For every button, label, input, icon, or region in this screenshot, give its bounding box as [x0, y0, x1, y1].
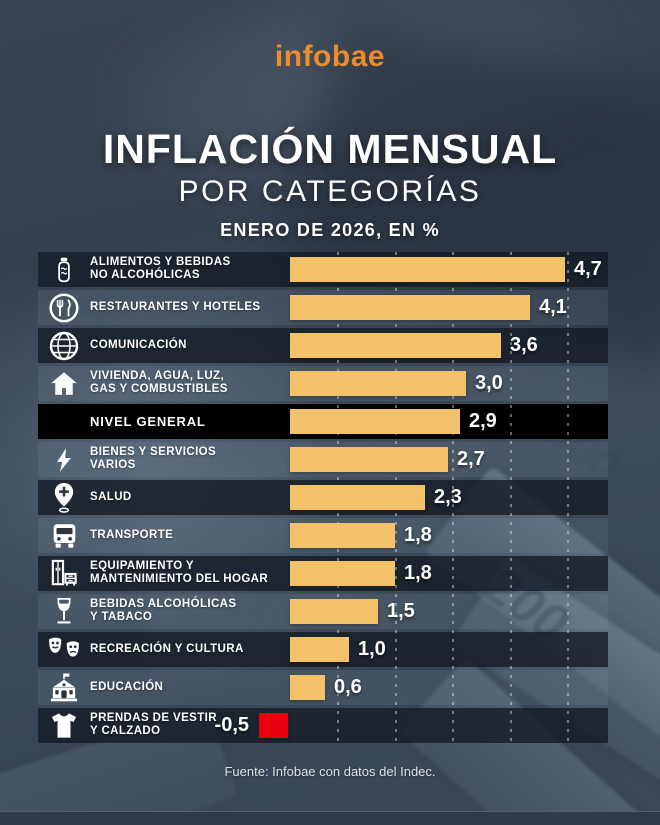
- category-label: EDUCACIÓN: [90, 681, 288, 695]
- category-label-line: COMUNICACIÓN: [90, 338, 187, 351]
- bottle-icon: [38, 252, 90, 287]
- category-label-line: VARIOS: [90, 459, 136, 472]
- category-row: NIVEL GENERAL 2,9: [38, 404, 608, 439]
- category-label-line: BEBIDAS ALCOHÓLICAS: [90, 597, 237, 610]
- category-row: EQUIPAMIENTO Y MANTENIMIENTO DEL HOGAR 1,…: [38, 556, 608, 591]
- category-label: COMUNICACIÓN: [90, 339, 288, 353]
- category-label-line: TRANSPORTE: [90, 528, 174, 541]
- category-row: SALUD 2,3: [38, 480, 608, 515]
- category-label-line: PRENDAS DE VESTIR: [90, 711, 217, 724]
- category-label: RESTAURANTES Y HOTELES: [90, 301, 288, 315]
- value-label: -0,5: [214, 714, 249, 736]
- value-bar: [290, 675, 325, 700]
- value-label: 3,6: [510, 334, 538, 356]
- value-label: 0,6: [334, 676, 362, 698]
- furniture-icon: [38, 556, 90, 591]
- value-bar: [290, 409, 460, 434]
- value-label: 1,0: [358, 638, 386, 660]
- value-bar: [290, 447, 448, 472]
- category-label: PRENDAS DE VESTIR Y CALZADO: [90, 712, 288, 740]
- category-row: PRENDAS DE VESTIR Y CALZADO -0,5: [38, 708, 608, 743]
- source-caption: Fuente: Infobae con datos del Indec.: [224, 764, 436, 779]
- school-icon: [38, 670, 90, 705]
- value-bar: [290, 371, 466, 396]
- photo-table-edge: [0, 811, 660, 825]
- category-label-line: EQUIPAMIENTO Y: [90, 559, 195, 572]
- category-label-line: EDUCACIÓN: [90, 680, 164, 693]
- category-row: RECREACIÓN Y CULTURA 1,0: [38, 632, 608, 667]
- row-band: [38, 708, 608, 743]
- category-label: SALUD: [90, 491, 288, 505]
- theater-masks-icon: [38, 632, 90, 667]
- category-label-line: GAS Y COMBUSTIBLES: [90, 383, 228, 396]
- value-bar: [290, 561, 395, 586]
- page-subtitle: POR CATEGORÍAS: [178, 175, 482, 208]
- wine-glass-icon: [38, 594, 90, 629]
- value-bar: [290, 599, 378, 624]
- category-label-line: ALIMENTOS Y BEBIDAS: [90, 255, 231, 268]
- value-bar: [290, 637, 349, 662]
- category-label: TRANSPORTE: [90, 529, 288, 543]
- category-row: BEBIDAS ALCOHÓLICAS Y TABACO 1,5: [38, 594, 608, 629]
- category-row: TRANSPORTE 1,8: [38, 518, 608, 553]
- category-row: VIVIENDA, AGUA, LUZ, GAS Y COMBUSTIBLES 3…: [38, 366, 608, 401]
- page-title: INFLACIÓN MENSUAL: [102, 126, 558, 172]
- category-label-line: MANTENIMIENTO DEL HOGAR: [90, 573, 269, 586]
- grid-line: [567, 252, 569, 744]
- value-label: 2,9: [469, 410, 497, 432]
- value-bar: [290, 333, 501, 358]
- health-pin-icon: [38, 480, 90, 515]
- bar-chart: ALIMENTOS Y BEBIDAS NO ALCOHÓLICAS 4,7 RE…: [38, 252, 608, 744]
- value-label: 4,1: [539, 296, 567, 318]
- category-label-line: NIVEL GENERAL: [90, 413, 206, 429]
- globe-icon: [38, 328, 90, 363]
- category-label-line: BIENES Y SERVICIOS: [90, 445, 217, 458]
- category-row: EDUCACIÓN 0,6: [38, 670, 608, 705]
- lightning-icon: [38, 442, 90, 477]
- restaurant-plate-icon: [38, 290, 90, 325]
- bus-icon: [38, 518, 90, 553]
- infobae-logo: infobae: [274, 40, 386, 73]
- value-bar: [290, 257, 565, 282]
- category-row: COMUNICACIÓN 3,6: [38, 328, 608, 363]
- value-bar: [290, 485, 425, 510]
- category-label: ALIMENTOS Y BEBIDAS NO ALCOHÓLICAS: [90, 256, 288, 284]
- value-label: 1,8: [404, 562, 432, 584]
- value-label: 1,5: [387, 600, 415, 622]
- grid-line: [452, 252, 454, 744]
- category-label-line: Y CALZADO: [90, 725, 161, 738]
- tshirt-icon: [38, 708, 90, 743]
- grid-line: [510, 252, 512, 744]
- value-label: 1,8: [404, 524, 432, 546]
- category-label: VIVIENDA, AGUA, LUZ, GAS Y COMBUSTIBLES: [90, 370, 288, 398]
- category-label: NIVEL GENERAL: [90, 414, 288, 430]
- category-label-line: RESTAURANTES Y HOTELES: [90, 300, 261, 313]
- category-label: EQUIPAMIENTO Y MANTENIMIENTO DEL HOGAR: [90, 560, 288, 588]
- value-bar: [259, 713, 288, 738]
- value-bar: [290, 295, 530, 320]
- category-label-line: VIVIENDA, AGUA, LUZ,: [90, 369, 225, 382]
- category-label-line: NO ALCOHÓLICAS: [90, 269, 200, 282]
- category-label: BIENES Y SERVICIOS VARIOS: [90, 446, 288, 474]
- category-row: BIENES Y SERVICIOS VARIOS 2,7: [38, 442, 608, 477]
- period-label: ENERO DE 2026, EN %: [220, 220, 440, 240]
- value-label: 2,7: [457, 448, 485, 470]
- value-label: 3,0: [475, 372, 503, 394]
- house-icon: [38, 366, 90, 401]
- value-label: 2,3: [434, 486, 462, 508]
- value-bar: [290, 523, 395, 548]
- value-label: 4,7: [574, 258, 602, 280]
- category-label-line: Y TABACO: [90, 611, 153, 624]
- category-label: RECREACIÓN Y CULTURA: [90, 643, 288, 657]
- category-label-line: RECREACIÓN Y CULTURA: [90, 642, 244, 655]
- category-row: RESTAURANTES Y HOTELES 4,1: [38, 290, 608, 325]
- category-row: ALIMENTOS Y BEBIDAS NO ALCOHÓLICAS 4,7: [38, 252, 608, 287]
- title-block: INFLACIÓN MENSUAL POR CATEGORÍAS ENERO D…: [0, 126, 660, 240]
- category-label-line: SALUD: [90, 490, 132, 503]
- category-label: BEBIDAS ALCOHÓLICAS Y TABACO: [90, 598, 288, 626]
